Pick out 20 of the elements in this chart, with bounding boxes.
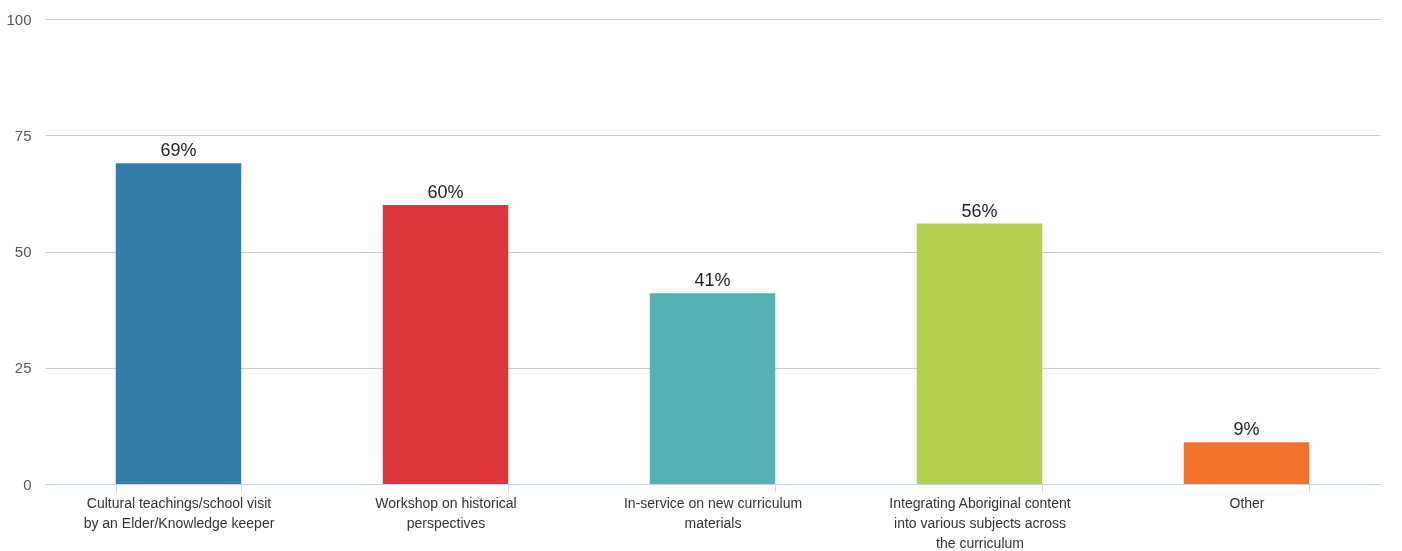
y-tick-label: 75 bbox=[14, 126, 32, 144]
bar bbox=[115, 163, 242, 484]
x-tick-label: Integrating Aboriginal content into various subjects across the curriculum bbox=[889, 494, 1071, 551]
x-tick-label: Workshop on historical perspectives bbox=[375, 494, 517, 531]
y-tick-label: 0 bbox=[23, 475, 32, 493]
x-tick-label: Cultural teachings/school visit by an Elder/Knowledge keeper bbox=[83, 494, 275, 531]
bar bbox=[1183, 442, 1310, 484]
bar bbox=[649, 293, 776, 484]
x-tick-label: Other bbox=[1229, 494, 1265, 511]
data-label: 56% bbox=[961, 200, 998, 221]
y-tick-label: 100 bbox=[6, 10, 32, 28]
y-tick-label: 50 bbox=[14, 243, 32, 260]
x-tick-label: In-service on new curriculum materials bbox=[623, 494, 803, 531]
bar bbox=[916, 223, 1043, 484]
data-label: 60% bbox=[427, 182, 464, 202]
data-label: 9% bbox=[1233, 419, 1260, 440]
bar bbox=[382, 205, 509, 484]
data-label: 41% bbox=[694, 270, 731, 291]
y-tick-label: 25 bbox=[14, 359, 32, 377]
data-label: 69% bbox=[160, 140, 197, 161]
